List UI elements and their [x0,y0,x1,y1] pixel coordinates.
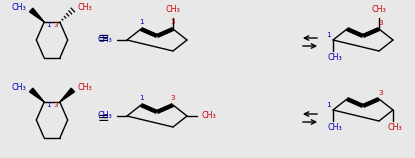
Text: 1: 1 [326,32,330,38]
Text: 1: 1 [326,102,330,108]
Text: 1: 1 [46,102,51,108]
Text: CH₃: CH₃ [202,112,216,121]
Text: CH₃: CH₃ [12,3,27,12]
Text: 3: 3 [379,20,383,26]
Text: CH₃: CH₃ [388,124,403,133]
Text: 3: 3 [171,95,175,101]
Text: ≡: ≡ [97,31,109,45]
Text: 3: 3 [54,22,58,28]
Text: CH₃: CH₃ [98,36,112,45]
Text: 3: 3 [379,90,383,96]
Text: CH₃: CH₃ [78,82,92,91]
Text: CH₃: CH₃ [166,6,181,15]
Text: 3: 3 [171,19,175,25]
Text: CH₃: CH₃ [327,54,342,63]
Text: CH₃: CH₃ [98,112,112,121]
Text: ≡: ≡ [97,111,109,125]
Text: 3: 3 [54,102,58,108]
Polygon shape [29,88,44,102]
Text: CH₃: CH₃ [78,3,92,12]
Text: 1: 1 [139,95,143,101]
Text: CH₃: CH₃ [12,82,27,91]
Polygon shape [29,8,44,22]
Text: CH₃: CH₃ [327,124,342,133]
Text: CH₃: CH₃ [371,6,386,15]
Text: 1: 1 [139,19,143,25]
Polygon shape [60,88,75,102]
Text: 1: 1 [46,22,51,28]
